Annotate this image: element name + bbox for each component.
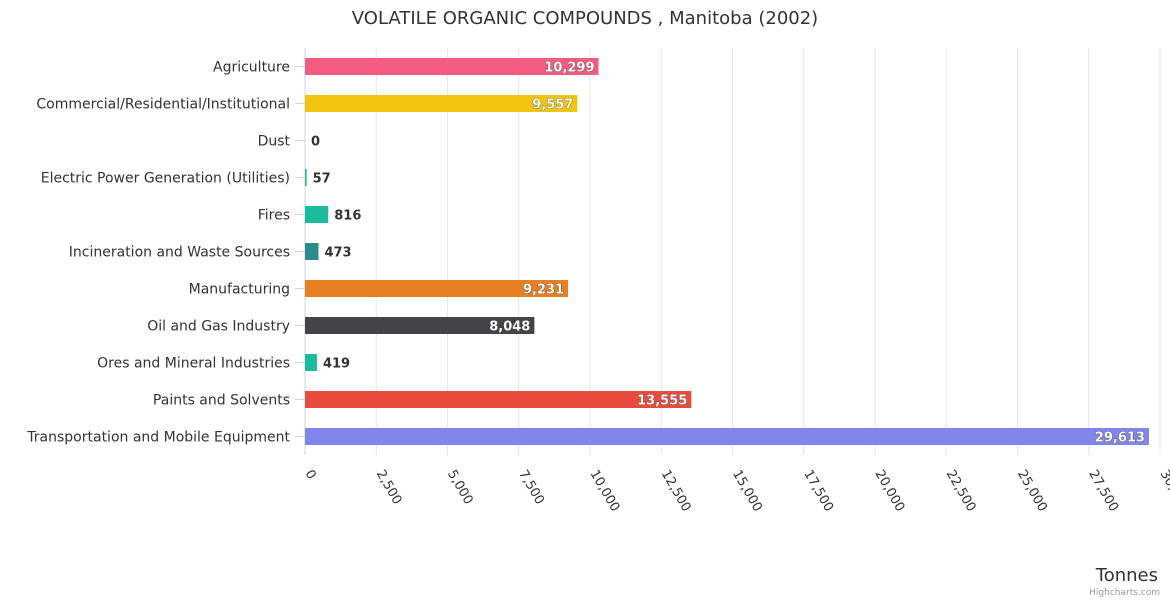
category-label: Fires — [258, 208, 290, 224]
x-tick-label: 12,500 — [658, 468, 694, 515]
category-label: Electric Power Generation (Utilities) — [41, 171, 290, 187]
category-label: Incineration and Waste Sources — [69, 245, 290, 261]
bar[interactable] — [305, 354, 317, 371]
chart-title: VOLATILE ORGANIC COMPOUNDS , Manitoba (2… — [352, 8, 818, 29]
credits-link[interactable]: Highcharts.com — [1089, 588, 1160, 598]
bars — [305, 58, 1149, 445]
data-labels: 10,299 9,557 0 57 816 473 9,231 8,048 419 13,555 2… — [311, 60, 1145, 446]
bar[interactable] — [305, 58, 599, 75]
data-label: 10,299 — [544, 61, 594, 76]
category-label: Ores and Mineral Industries — [97, 356, 290, 372]
x-tick-label: 7,500 — [515, 468, 547, 508]
category-label: Agriculture — [213, 60, 290, 76]
x-tick-label: 0 — [302, 468, 319, 483]
x-tick-label: 17,500 — [800, 468, 836, 515]
x-tick-label: 20,000 — [872, 468, 908, 515]
bar[interactable] — [305, 95, 578, 112]
data-label: 13,555 — [637, 394, 687, 409]
category-label: Commercial/Residential/Institutional — [36, 97, 290, 113]
bar[interactable] — [305, 280, 569, 297]
data-label: 57 — [313, 172, 331, 187]
bar[interactable] — [305, 391, 692, 408]
category-label: Paints and Solvents — [153, 393, 290, 409]
data-label: 29,613 — [1095, 431, 1145, 446]
data-label: 419 — [323, 357, 350, 372]
bar[interactable] — [305, 169, 307, 186]
x-tick-label: 2,500 — [373, 468, 405, 508]
x-tick-label: 30,000 — [1157, 468, 1170, 515]
x-axis-ticks: 0 2,500 5,000 7,500 10,000 12,500 15,000 17,500… — [302, 468, 1170, 515]
x-tick-label: 22,500 — [943, 468, 979, 515]
x-tick-label: 10,000 — [587, 468, 623, 515]
bar[interactable] — [305, 317, 535, 334]
grid-lines — [304, 48, 1161, 455]
category-labels: Agriculture Commercial/Residential/Instit… — [26, 48, 306, 455]
x-tick-label: 5,000 — [444, 468, 476, 508]
x-tick-label: 15,000 — [729, 468, 765, 515]
category-label: Manufacturing — [189, 282, 290, 298]
data-label: 9,557 — [532, 98, 573, 113]
data-label: 9,231 — [523, 283, 564, 298]
bar[interactable] — [305, 206, 329, 223]
category-label: Oil and Gas Industry — [147, 319, 290, 335]
x-axis-title: Tonnes — [1095, 565, 1158, 586]
category-label: Dust — [258, 134, 291, 150]
data-label: 0 — [311, 135, 320, 150]
x-tick-label: 27,500 — [1085, 468, 1121, 515]
category-label: Transportation and Mobile Equipment — [26, 430, 290, 446]
data-label: 8,048 — [489, 320, 530, 335]
data-label: 473 — [324, 246, 351, 261]
bar[interactable] — [305, 243, 319, 260]
data-label: 816 — [334, 209, 361, 224]
x-tick-label: 25,000 — [1014, 468, 1050, 515]
bar[interactable] — [305, 428, 1149, 445]
